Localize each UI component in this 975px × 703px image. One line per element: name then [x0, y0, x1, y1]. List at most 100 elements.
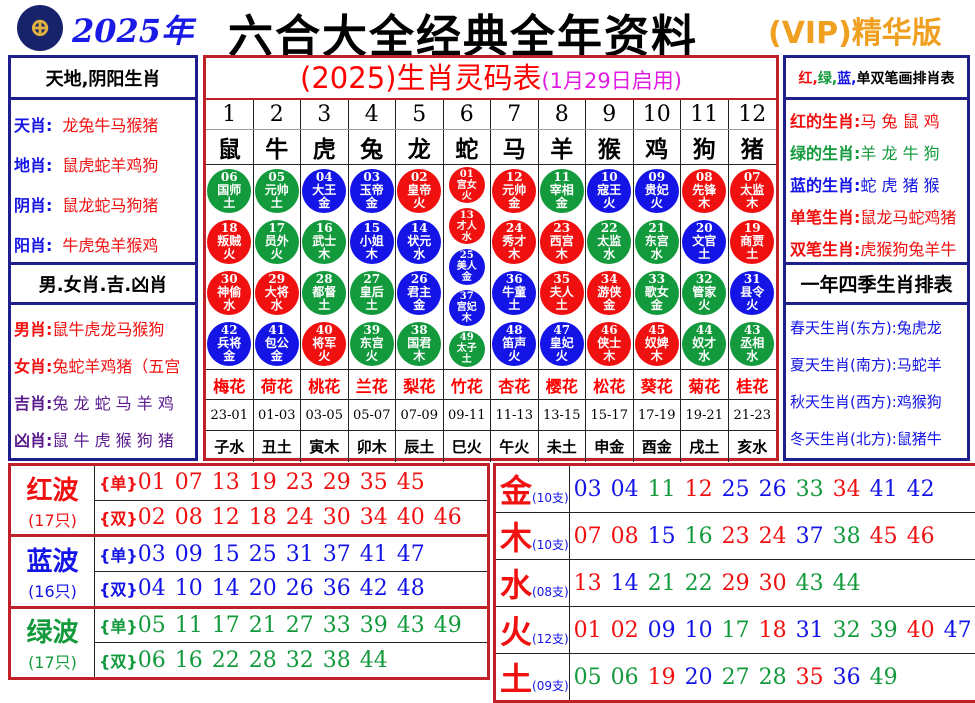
column-number: 6	[444, 100, 492, 129]
zodiac-group-row: 凶肖:鼠 牛 虎 猴 狗 猪	[14, 420, 195, 457]
wave-number: 43	[397, 613, 425, 638]
ball-title: 美人	[457, 261, 477, 272]
ball-element: 木	[462, 313, 472, 324]
flower-name: 荷花	[254, 370, 302, 399]
earthly-branch: 子水	[206, 431, 254, 462]
column-number: 1	[206, 100, 254, 129]
season-zodiacs: :鸡猴狗	[892, 391, 942, 412]
element-label-cell: 土(09支)	[495, 654, 570, 702]
element-number: 03	[574, 477, 602, 502]
element-number: 01	[574, 618, 602, 643]
ball-title: 太子	[457, 343, 477, 354]
group-zodiacs: 龙兔牛马猴猪	[62, 112, 158, 136]
flower-name: 兰花	[349, 370, 397, 399]
wave-number: 26	[286, 576, 314, 601]
time-range: 13-15	[539, 400, 587, 430]
wave-label-cell: 蓝波(16只)	[10, 536, 95, 607]
season-label: 秋天生肖(西方)	[790, 391, 892, 412]
gender-luck-heading: 男.女肖.吉.凶肖	[11, 265, 195, 305]
wave-count: (17只)	[11, 507, 94, 531]
wave-number: 25	[249, 542, 277, 567]
column-number: 8	[539, 100, 587, 129]
element-number: 21	[648, 571, 676, 596]
column-number: 11	[681, 100, 729, 129]
wave-number: 44	[360, 648, 388, 673]
wave-number: 06	[138, 648, 166, 673]
element-name: 木	[500, 519, 532, 557]
zodiac-group-row: 天肖:龙兔牛马猴猪	[14, 104, 195, 144]
season-label: 夏天生肖(南方)	[790, 354, 892, 375]
color-zodiac-row: 双笔生肖:虎猴狗兔羊牛	[790, 232, 967, 264]
earthly-branch: 巳火	[444, 431, 492, 462]
row-label: 蓝的生肖:	[790, 172, 860, 196]
flower-name: 竹花	[444, 370, 492, 399]
year-label: 2025年	[72, 6, 193, 52]
wave-number: 08	[175, 505, 203, 530]
wave-number: 38	[323, 648, 351, 673]
element-label-cell: 金(10支)	[495, 465, 570, 513]
ball-element: 火	[366, 350, 378, 363]
wave-number: 45	[397, 470, 425, 495]
element-number: 29	[722, 571, 750, 596]
element-number: 07	[574, 524, 602, 549]
season-row: 春天生肖(东方):兔虎龙	[790, 309, 967, 346]
element-number: 16	[685, 524, 713, 549]
element-number: 23	[722, 524, 750, 549]
wave-number: 07	[175, 470, 203, 495]
element-number: 33	[796, 477, 824, 502]
wave-number: 20	[249, 576, 277, 601]
time-range: 11-13	[491, 400, 539, 430]
element-number: 26	[759, 477, 787, 502]
parity-label: {单}	[99, 474, 138, 493]
wave-number: 17	[212, 613, 240, 638]
table-title: (2025)生肖灵码表(1月29日启用)	[206, 58, 776, 100]
wave-number: 30	[323, 505, 351, 530]
time-range: 23-01	[206, 400, 254, 430]
parity-label: {双}	[99, 580, 138, 599]
element-number: 37	[796, 524, 824, 549]
ball-element: 金	[271, 350, 283, 363]
flower-name: 葵花	[634, 370, 682, 399]
flower-name: 桃花	[301, 370, 349, 399]
ball-number: 49	[460, 332, 474, 343]
wave-count: (16只)	[11, 578, 94, 602]
wave-number: 12	[212, 505, 240, 530]
zodiac-group-row: 吉肖:兔 龙 蛇 马 羊 鸡	[14, 383, 195, 420]
parity-label: {单}	[99, 546, 138, 565]
heaven-earth-heading: 天地,阴阳生肖	[11, 58, 195, 100]
earthly-branch: 亥水	[729, 431, 777, 462]
element-number: 02	[611, 618, 639, 643]
element-number: 11	[648, 477, 676, 502]
season-row: 冬天生肖(北方):鼠猪牛	[790, 420, 967, 457]
wave-number: 49	[434, 613, 462, 638]
ball-number: 37	[460, 291, 474, 302]
zodiac-name: 狗	[681, 130, 729, 164]
column-number: 10	[634, 100, 682, 129]
zodiac-name: 牛	[254, 130, 302, 164]
time-range: 07-09	[396, 400, 444, 430]
element-number: 31	[796, 618, 824, 643]
